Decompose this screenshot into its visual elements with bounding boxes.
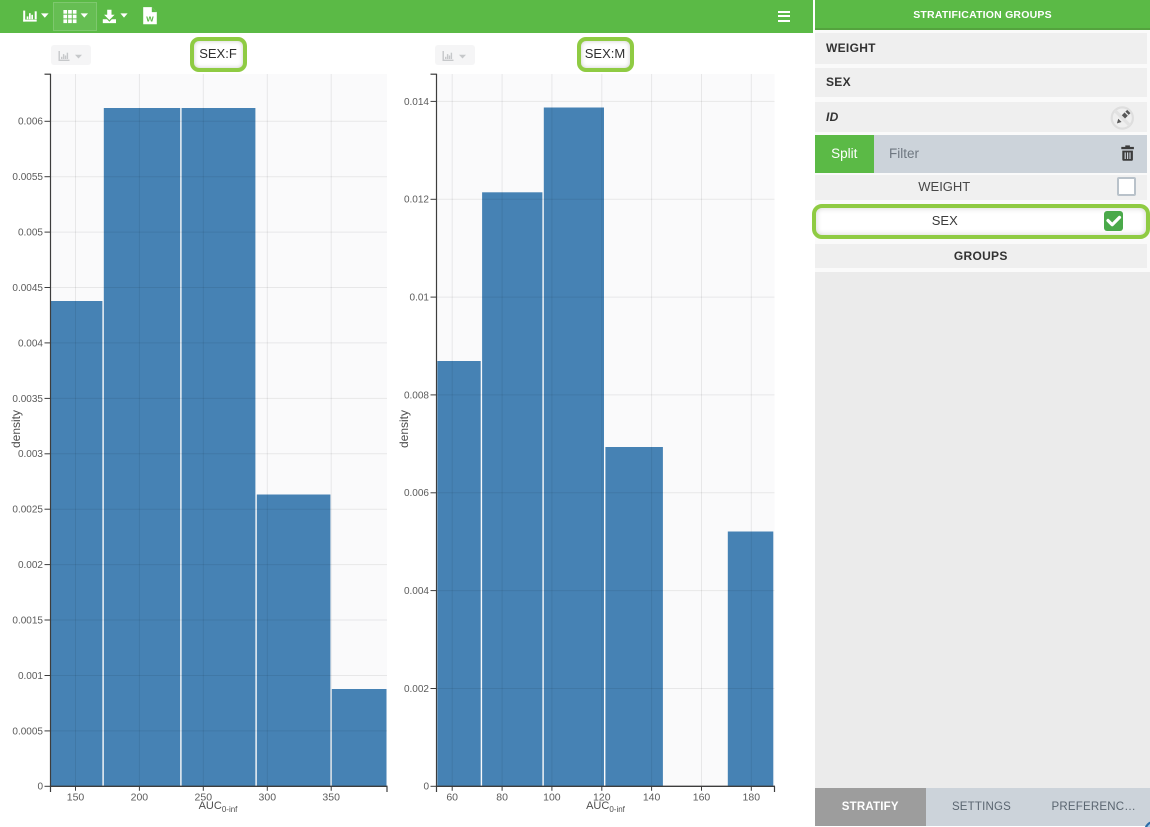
svg-text:w: w <box>145 13 154 24</box>
svg-text:150: 150 <box>67 792 85 804</box>
svg-text:350: 350 <box>322 792 340 804</box>
svg-text:0.0045: 0.0045 <box>12 283 43 294</box>
svg-text:0.0005: 0.0005 <box>12 726 43 737</box>
svg-text:0.006: 0.006 <box>404 488 429 499</box>
svg-text:100: 100 <box>543 792 561 804</box>
svg-text:200: 200 <box>131 792 149 804</box>
svg-text:0.005: 0.005 <box>18 228 43 239</box>
svg-text:0: 0 <box>423 782 429 793</box>
svg-text:60: 60 <box>446 792 458 804</box>
svg-text:300: 300 <box>259 792 277 804</box>
svg-text:0.0015: 0.0015 <box>12 615 43 626</box>
svg-text:180: 180 <box>743 792 761 804</box>
svg-text:0.003: 0.003 <box>18 449 43 460</box>
svg-text:140: 140 <box>643 792 661 804</box>
svg-text:0: 0 <box>37 782 43 793</box>
svg-text:80: 80 <box>496 792 508 804</box>
svg-text:0.008: 0.008 <box>404 390 429 401</box>
svg-text:0.012: 0.012 <box>404 195 429 206</box>
svg-text:120: 120 <box>593 792 611 804</box>
svg-text:160: 160 <box>693 792 711 804</box>
svg-text:density: density <box>9 410 23 448</box>
svg-text:AUC0-inf: AUC0-inf <box>199 800 239 814</box>
svg-text:0.004: 0.004 <box>404 586 429 597</box>
svg-text:0.002: 0.002 <box>18 560 43 571</box>
svg-text:AUC0-inf: AUC0-inf <box>586 800 626 814</box>
svg-text:0.01: 0.01 <box>410 293 430 304</box>
svg-text:0.006: 0.006 <box>18 117 43 128</box>
svg-text:250: 250 <box>195 792 213 804</box>
svg-text:density: density <box>397 410 411 448</box>
svg-text:0.001: 0.001 <box>18 671 43 682</box>
svg-text:0.0055: 0.0055 <box>12 172 43 183</box>
svg-text:0.0025: 0.0025 <box>12 505 43 516</box>
svg-text:0.0035: 0.0035 <box>12 394 43 405</box>
svg-text:0.002: 0.002 <box>404 684 429 695</box>
svg-text:0.014: 0.014 <box>404 97 429 108</box>
svg-text:0.004: 0.004 <box>18 338 43 349</box>
